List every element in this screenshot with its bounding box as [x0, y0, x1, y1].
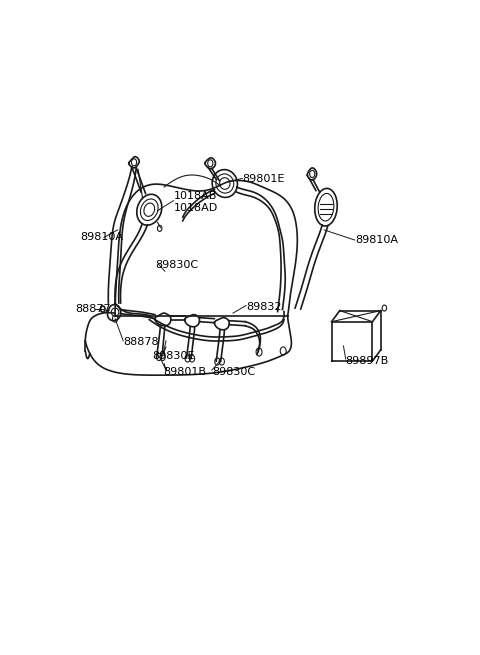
Text: 88878: 88878	[123, 337, 159, 347]
Text: 1018AB
1018AD: 1018AB 1018AD	[173, 191, 218, 213]
Text: 89832: 89832	[246, 301, 281, 312]
Text: 89801E: 89801E	[242, 174, 285, 185]
Text: 89801B: 89801B	[163, 367, 206, 377]
Text: 89897B: 89897B	[346, 356, 389, 366]
Text: 89830E: 89830E	[152, 351, 194, 361]
Text: 89830C: 89830C	[212, 367, 255, 377]
Text: 89810A: 89810A	[356, 235, 399, 245]
Text: 89810A: 89810A	[81, 233, 123, 242]
Text: 88877: 88877	[76, 304, 111, 314]
Text: 89830C: 89830C	[155, 260, 198, 271]
